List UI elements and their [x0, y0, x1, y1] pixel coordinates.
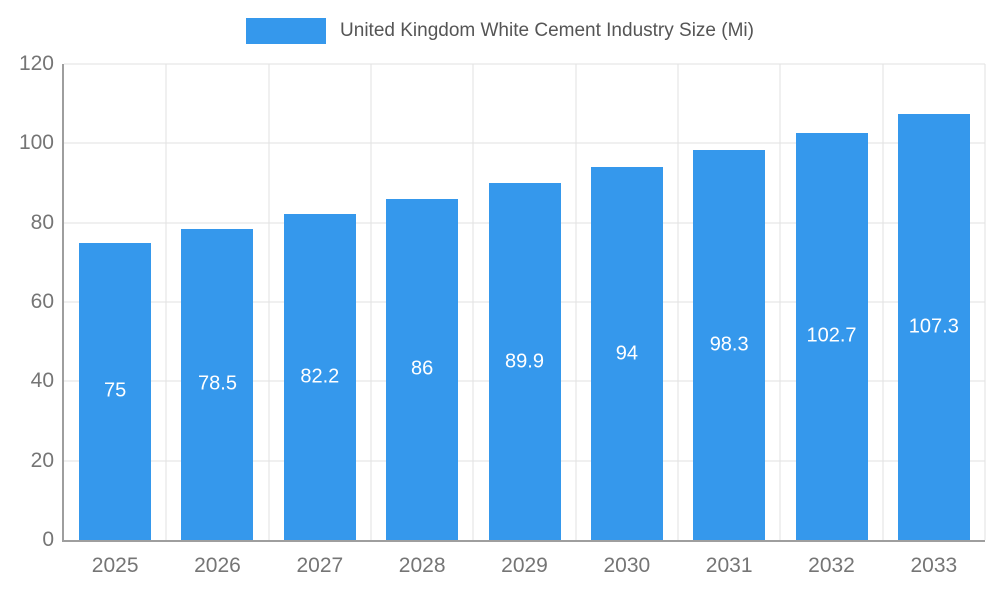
y-tick-label: 60	[30, 290, 54, 313]
y-tick-label: 0	[42, 528, 54, 551]
chart-legend: United Kingdom White Cement Industry Siz…	[0, 16, 1000, 46]
bar-value-label: 98.3	[709, 333, 749, 356]
bar: 82.2	[283, 213, 356, 540]
gridline-vertical	[779, 64, 781, 540]
gridline-vertical	[677, 64, 679, 540]
chart-title: United Kingdom White Cement Industry Siz…	[340, 20, 754, 41]
y-tick-label: 20	[30, 448, 54, 472]
y-tick-label: 100	[18, 131, 54, 155]
gridline-horizontal	[64, 63, 985, 65]
x-tick-label: 2029	[501, 554, 548, 577]
bar: 78.5	[181, 228, 254, 540]
x-tick-label: 2030	[603, 554, 651, 577]
x-tick-label: 2028	[398, 554, 446, 577]
x-tick-label: 2025	[91, 554, 139, 577]
legend-swatch	[246, 18, 327, 44]
bar-value-label: 94	[615, 342, 638, 365]
bar: 86	[386, 198, 459, 540]
bar-value-label: 107.3	[908, 315, 959, 338]
bar: 98.3	[693, 150, 766, 540]
bar-value-label: 89.9	[505, 350, 544, 373]
x-tick-label: 2026	[194, 554, 241, 577]
bar-value-label: 75	[104, 379, 127, 402]
x-tick-label: 2027	[296, 554, 344, 577]
y-tick-label: 80	[30, 210, 54, 234]
gridline-vertical	[370, 64, 372, 540]
bar-value-label: 102.7	[806, 324, 857, 347]
bar: 94	[590, 167, 663, 540]
bar: 102.7	[795, 132, 868, 540]
x-tick-label: 2031	[705, 554, 753, 577]
y-tick-label: 120	[18, 52, 54, 75]
gridline-vertical	[472, 64, 474, 540]
y-tick-label: 40	[30, 369, 54, 393]
bar: 75	[79, 242, 152, 540]
bar: 107.3	[897, 114, 970, 540]
gridline-vertical	[984, 64, 986, 540]
bar-value-label: 82.2	[300, 365, 340, 388]
gridline-vertical	[575, 64, 577, 540]
bar: 89.9	[488, 183, 561, 540]
plot-area: 0 20 40 60 80 100 120 75 78.5 82.2 86 89.9 94 98.3 10…	[19, 52, 986, 577]
gridline-vertical	[165, 64, 167, 540]
x-tick-label: 2032	[808, 554, 855, 577]
gridline-vertical	[882, 64, 884, 540]
gridline-vertical	[268, 64, 270, 540]
gridline-horizontal	[64, 142, 985, 144]
bar-value-label: 86	[411, 357, 434, 380]
x-tick-label: 2033	[910, 554, 958, 577]
bar-value-label: 78.5	[198, 372, 237, 395]
